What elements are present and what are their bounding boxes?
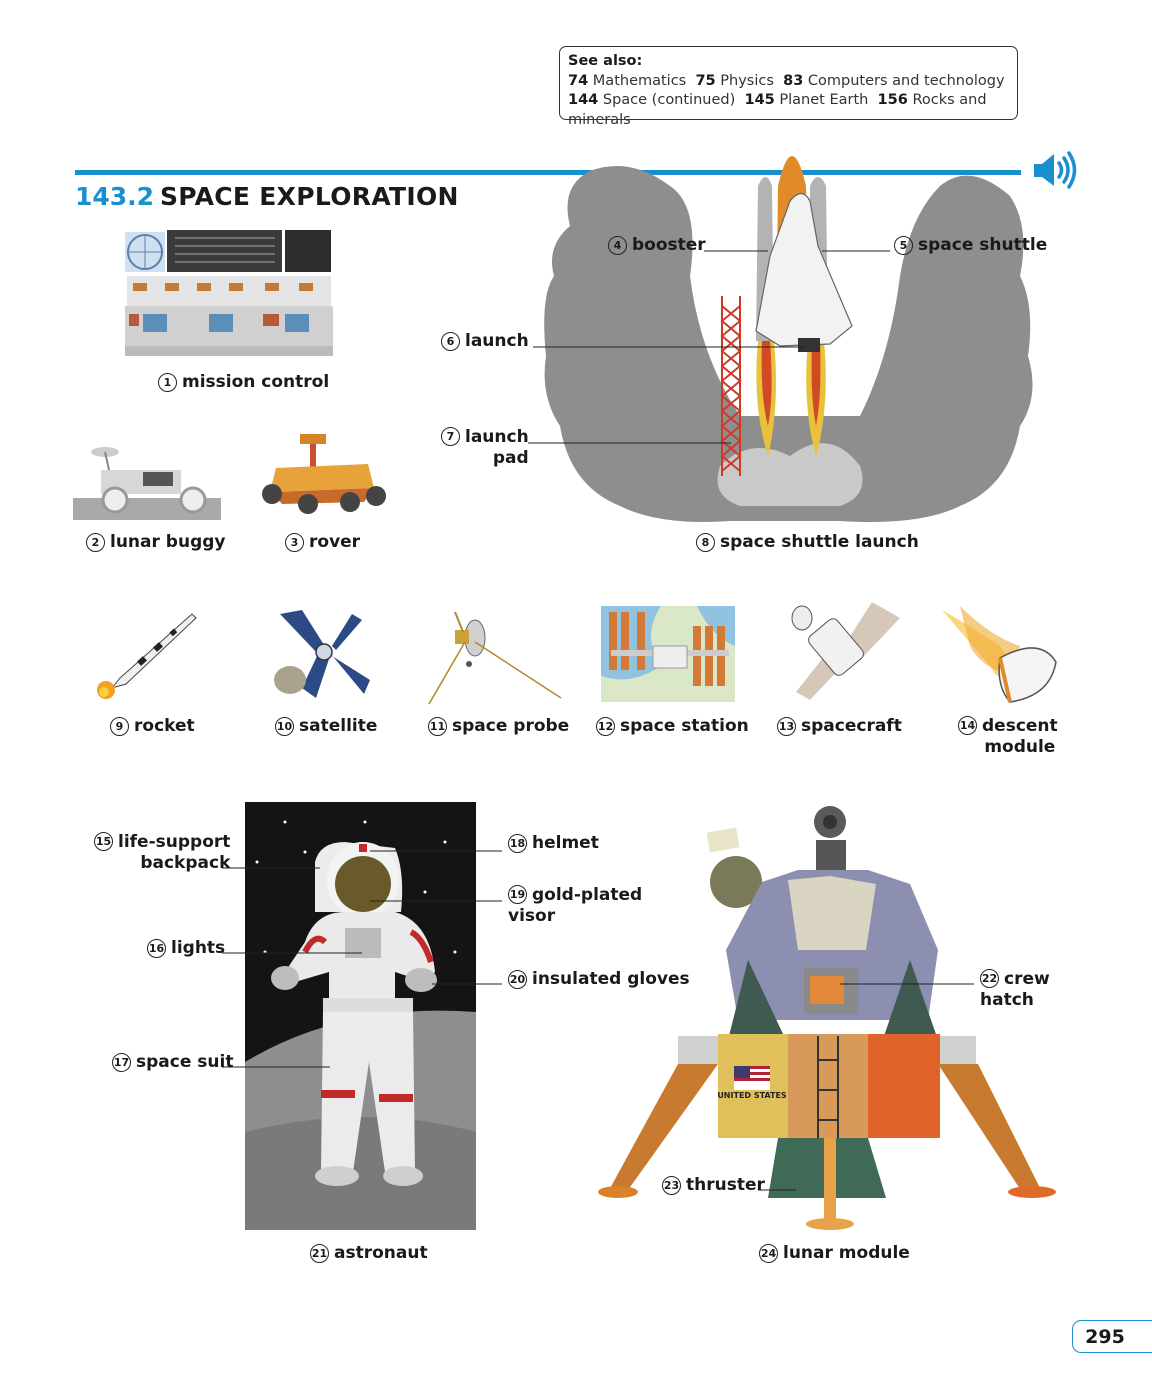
label-lunar-module: 24 lunar module [759, 1243, 910, 1263]
page-number-tab [1072, 1320, 1152, 1353]
speaker-icon[interactable] [1030, 150, 1080, 190]
see-also-link[interactable]: 83 Computers and technology [783, 72, 1005, 89]
see-also-link[interactable]: 74 Mathematics [568, 72, 687, 89]
mission-control-image [125, 230, 333, 356]
see-also-link[interactable]: 156 Rocks and minerals [568, 92, 987, 128]
spacecraft-image [791, 602, 900, 700]
label-space-shuttle-launch: 8 space shuttle launch [696, 532, 919, 553]
see-also-link[interactable]: 145 Planet Earth [744, 92, 869, 108]
label-insulated-gloves: 20 insulated gloves [508, 969, 690, 989]
label-mission-control: 1 mission control [158, 372, 329, 393]
label-rover: 3 rover [285, 532, 360, 553]
lunar-buggy-image [73, 447, 221, 520]
label-life-support-backpack: 15 life-support backpack [94, 832, 231, 873]
label-spacecraft: 13 spacecraft [777, 716, 902, 736]
label-space-station: 12 space station [596, 716, 749, 736]
label-helmet: 18 helmet [508, 833, 599, 853]
label-rocket: 9 rocket [110, 716, 195, 737]
label-thruster: 23 thruster [662, 1175, 765, 1195]
label-gold-plated-visor: 19 gold-plated visor [508, 885, 643, 926]
label-descent-module: 14 descent module [958, 716, 1058, 757]
rover-image [262, 434, 386, 514]
label-launch: 6 launch [441, 331, 529, 352]
label-astronaut: 21 astronaut [310, 1243, 428, 1263]
section-title: SPACE EXPLORATION [160, 182, 459, 211]
label-lunar-buggy: 2 lunar buggy [86, 532, 226, 553]
see-also-heading: See also: [568, 53, 643, 69]
space-station-image [601, 606, 735, 702]
space-probe-image [428, 611, 562, 705]
descent-module-image [942, 606, 1057, 703]
label-space-probe: 11 space probe [428, 716, 570, 736]
label-lights: 16 lights [147, 938, 226, 958]
header-rule [75, 170, 1021, 175]
flag-text: UNITED STATES [717, 1091, 787, 1100]
section-number: 143.2 [75, 182, 155, 211]
page-number: 295 [1085, 1325, 1125, 1348]
space-shuttle-launch-image [544, 156, 1033, 522]
see-also-link[interactable]: 75 Physics [695, 72, 774, 89]
label-booster: 4 booster [608, 235, 706, 256]
label-satellite: 10 satellite [275, 716, 378, 736]
label-space-shuttle: 5 space shuttle [894, 235, 1047, 256]
rocket-image [97, 613, 197, 699]
astronaut-image [245, 802, 476, 1230]
label-space-suit: 17 space suit [112, 1052, 234, 1072]
label-launch-pad: 7 launch pad [441, 427, 529, 469]
see-also-link[interactable]: 144 Space (continued) [568, 92, 736, 108]
lunar-module-image: UNITED STATES [598, 806, 1056, 1230]
satellite-image [274, 610, 370, 698]
label-crew-hatch: 22 crew hatch [980, 969, 1050, 1010]
see-also-box: See also: 74 Mathematics 75 Physics 83 C… [559, 46, 1018, 128]
